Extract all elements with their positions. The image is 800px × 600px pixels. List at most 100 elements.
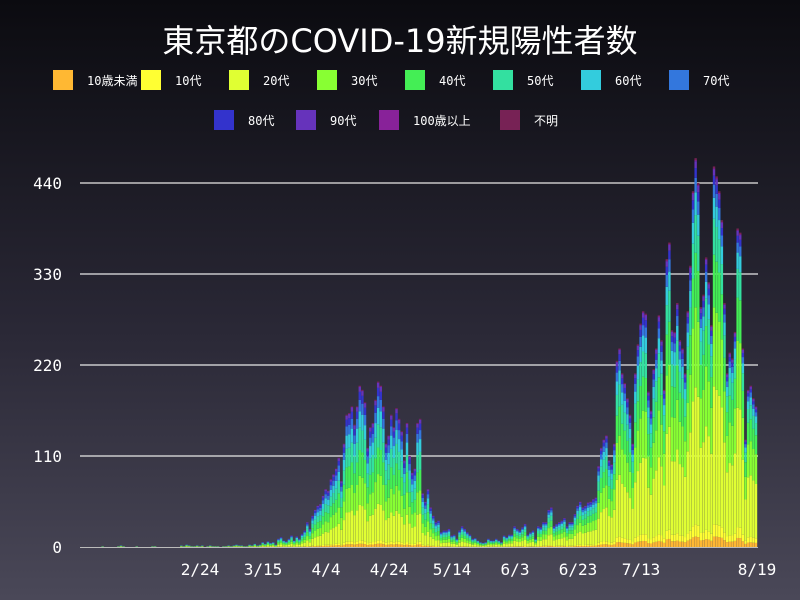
bar-stack [237,545,241,547]
bar-segment [752,537,755,543]
bar-segment [474,538,477,540]
bar-segment [741,349,745,350]
bar-segment [578,504,582,508]
bar-segment [405,427,409,434]
bar-segment [702,316,705,331]
bar-segment [636,401,640,431]
bar-segment [345,426,348,436]
bar-segment [285,542,288,544]
bar-segment [424,526,427,536]
bar-segment [397,541,401,545]
bar-segment [673,417,676,462]
bar-segment [361,506,364,541]
bar-segment [489,541,493,542]
bar-segment [353,424,356,426]
bar-segment [405,544,409,547]
bar-segment [618,406,621,436]
bar-stack [733,331,737,547]
bar-segment [652,379,655,387]
bar-segment [673,365,676,388]
bar-segment [306,526,309,529]
bar-segment [513,527,516,530]
bar-segment [691,328,695,402]
bar-segment [366,447,369,449]
bar-segment [597,542,600,546]
bar-segment [649,447,653,468]
bar-segment [261,542,264,544]
bar-segment [662,405,666,416]
bar-segment [547,535,550,546]
bar-segment [327,522,330,533]
bar-segment [623,412,626,431]
bar-segment [505,540,508,543]
bar-segment [334,488,338,500]
bars [101,158,758,547]
bar-segment [565,528,569,531]
bar-segment [463,538,466,543]
bar-segment [689,539,692,547]
bar-segment [644,315,647,321]
bar-segment [725,396,729,413]
bar-segment [382,411,385,419]
bar-segment [691,243,695,279]
bar-segment [505,538,508,540]
bar-segment [699,447,703,533]
bar-segment [400,431,403,432]
bar-segment [392,542,396,545]
bar-segment [623,486,626,539]
bar-segment [495,543,498,545]
bar-stack [269,542,272,547]
bar-segment [676,325,679,341]
bar-segment [628,471,632,499]
bar-segment [379,475,382,505]
bar-segment [694,215,697,253]
bar-segment [689,335,692,375]
bar-segment [592,504,595,509]
bar-segment [439,540,443,544]
bar-segment [392,437,396,447]
bar-segment [731,366,734,373]
bar-segment [374,423,377,438]
bar-stack [529,532,532,547]
bar-segment [620,374,624,379]
bar-segment [631,461,634,473]
bar-segment [300,535,304,538]
bar-segment [749,386,752,390]
bar-segment [292,545,296,547]
bar-segment [744,476,747,500]
bar-segment [676,449,679,534]
bar-stack [636,344,640,547]
bar-segment [332,528,335,545]
bar-segment [615,381,619,395]
bar-segment [313,515,317,520]
bar-segment [547,514,550,518]
bar-stack [599,447,603,547]
x-tick-label: 3/15 [244,560,283,579]
bar-segment [285,545,288,547]
bar-segment [550,546,553,547]
bar-segment [384,459,388,471]
bar-stack [754,406,758,547]
bar-segment [584,513,587,519]
bar-segment [584,506,587,509]
bar-segment [626,398,629,399]
bar-segment [334,526,338,544]
bar-segment [652,442,655,479]
bar-segment [434,526,438,529]
bar-segment [390,488,393,513]
bar-segment [586,502,590,504]
bar-segment [728,541,731,547]
bar-segment [358,504,361,541]
bar-segment [544,534,548,540]
bar-segment [466,533,469,535]
bar-segment [282,541,285,543]
bar-segment [749,441,752,476]
bar-segment [387,497,390,518]
bar-segment [599,466,603,478]
bar-segment [586,511,590,517]
bar-segment [599,477,603,493]
bar-stack [450,535,453,547]
bar-segment [602,541,606,545]
bar-segment [704,259,708,265]
